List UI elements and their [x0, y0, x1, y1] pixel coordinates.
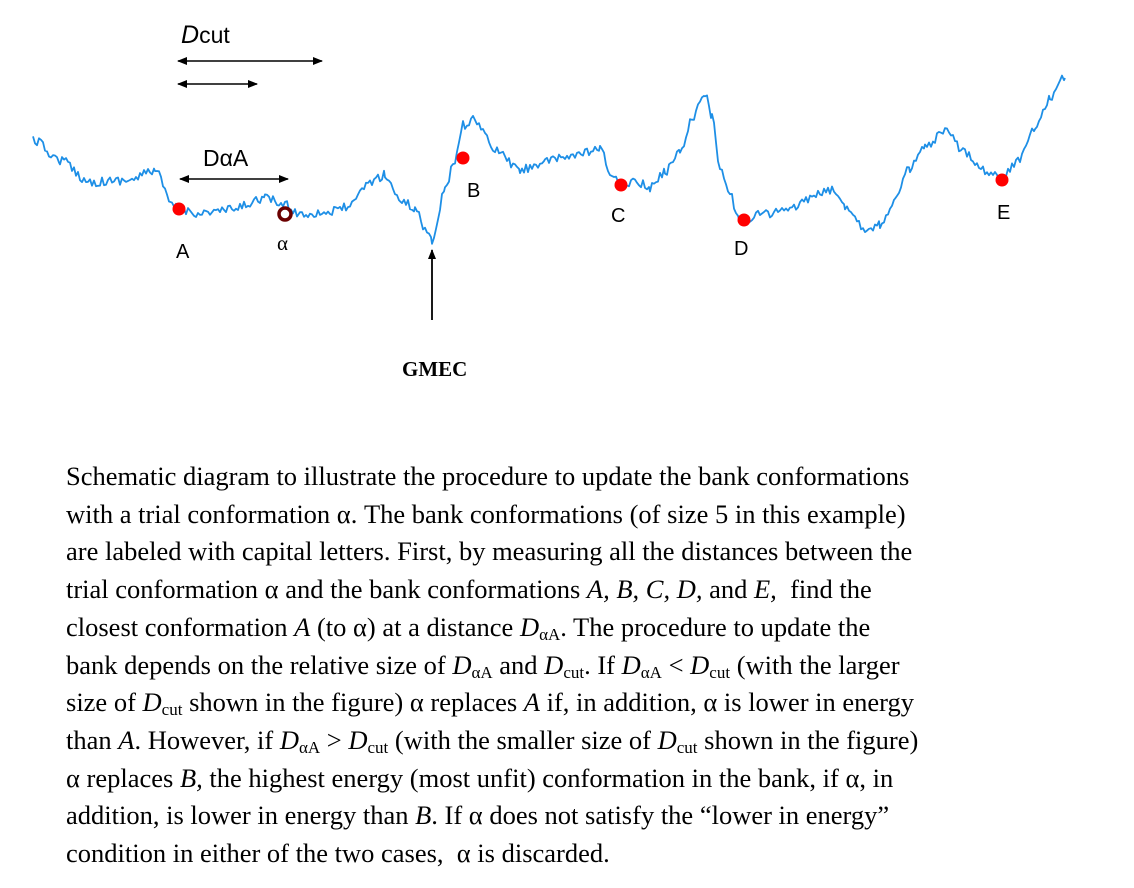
bank-label-e: E [997, 202, 1010, 224]
caption-text: . However, if [134, 724, 280, 755]
caption-subscript: αA [539, 624, 561, 644]
bank-marker-c [614, 178, 628, 192]
caption-italic: A [523, 687, 540, 718]
caption-text: (with the larger [730, 649, 900, 680]
bank-marker-d [737, 213, 751, 227]
caption-italic: B, [179, 762, 203, 793]
dcut-label: Dcut [181, 21, 230, 49]
caption-line-9: α replaces B, the highest energy (most u… [66, 760, 1106, 798]
caption-subscript: αA [471, 662, 493, 682]
caption-text: α replaces [66, 762, 180, 793]
caption-text: > [320, 724, 349, 755]
dcut-label-main: D [181, 21, 199, 49]
caption-italic: D [279, 724, 299, 755]
dcut-label-sub: cut [199, 22, 230, 48]
figure-caption: Schematic diagram to illustrate the proc… [66, 458, 1106, 873]
caption-italic: D [621, 649, 641, 680]
caption-subscript: cut [367, 737, 389, 757]
caption-line-11: condition in either of the two cases, α … [66, 838, 610, 869]
caption-line-8: than A. However, if DαA > Dcut (with the… [66, 722, 1106, 760]
caption-text: (with the smaller size of [388, 724, 658, 755]
caption-text: < [661, 649, 691, 680]
caption-line-10: addition, is lower in energy than B. If … [66, 797, 1106, 835]
bank-label-d: D [734, 238, 748, 260]
bank-marker-a [172, 202, 186, 216]
caption-text: find the [776, 574, 872, 605]
caption-text: . The procedure to update the [560, 611, 871, 642]
caption-text: size of [66, 687, 143, 718]
caption-text: the highest energy (most unfit) conforma… [202, 762, 894, 793]
energy-landscape-diagram: Dcut DαA A α B C D E GMEC [32, 21, 1066, 381]
caption-line-1: Schematic diagram to illustrate the proc… [66, 461, 910, 491]
caption-text: . If [584, 649, 622, 680]
caption-italic: D [657, 724, 677, 755]
caption-italic: D [690, 649, 710, 680]
bank-marker-e [995, 173, 1009, 187]
caption-subscript: αA [298, 737, 321, 757]
caption-text: . If α does not satisfy the “lower in en… [431, 800, 890, 831]
caption-subscript: cut [161, 700, 183, 720]
caption-line-6: bank depends on the relative size of DαA… [66, 647, 1106, 685]
caption-italic: D [544, 649, 564, 680]
caption-subscript: αA [640, 662, 662, 682]
caption-italic: D [348, 724, 368, 755]
caption-text: shown in the figure) [697, 724, 919, 755]
caption-italic: D [452, 649, 472, 680]
bank-marker-b [456, 151, 470, 165]
caption-subscript: cut [676, 737, 698, 757]
caption-subscript: cut [563, 662, 585, 682]
caption-line-5: closest conformation A (to α) at a dista… [66, 609, 1106, 647]
energy-landscape-curve [32, 74, 1066, 245]
bank-label-c: C [611, 205, 625, 227]
caption-text: and [702, 574, 754, 605]
bank-label-b: B [467, 180, 480, 202]
caption-italic: D [142, 687, 162, 718]
caption-text: trial conformation α and the bank confor… [66, 574, 587, 605]
caption-line-4: trial conformation α and the bank confor… [66, 571, 1106, 609]
caption-text: if, in addition, α is lower in energy [539, 687, 915, 718]
caption-line-2: with a trial conformation α. The bank co… [66, 498, 906, 529]
caption-text: shown in the figure) α replaces [182, 687, 524, 718]
caption-text: bank depends on the relative size of [66, 649, 453, 680]
caption-italic: E, [754, 574, 777, 605]
bank-label-a: A [176, 241, 190, 263]
caption-italic: A, B, C, D, [586, 574, 703, 605]
caption-italic: B [415, 800, 432, 831]
daa-label: DαA [203, 145, 249, 171]
trial-marker-alpha [277, 206, 293, 222]
gmec-label: GMEC [402, 357, 467, 381]
caption-subscript: cut [709, 662, 731, 682]
caption-text: and [492, 649, 545, 680]
caption-line-3: are labeled with capital letters. First,… [66, 536, 913, 567]
caption-text: (to α) at a distance [310, 611, 520, 642]
caption-italic: A [118, 724, 135, 755]
alpha-label: α [277, 231, 288, 255]
caption-italic: A [294, 611, 311, 642]
caption-text: addition, is lower in energy than [66, 800, 416, 831]
caption-italic: D [519, 611, 540, 642]
caption-text: than [66, 724, 119, 755]
caption-text: closest conformation [66, 611, 295, 642]
caption-line-7: size of Dcut shown in the figure) α repl… [66, 684, 1106, 722]
